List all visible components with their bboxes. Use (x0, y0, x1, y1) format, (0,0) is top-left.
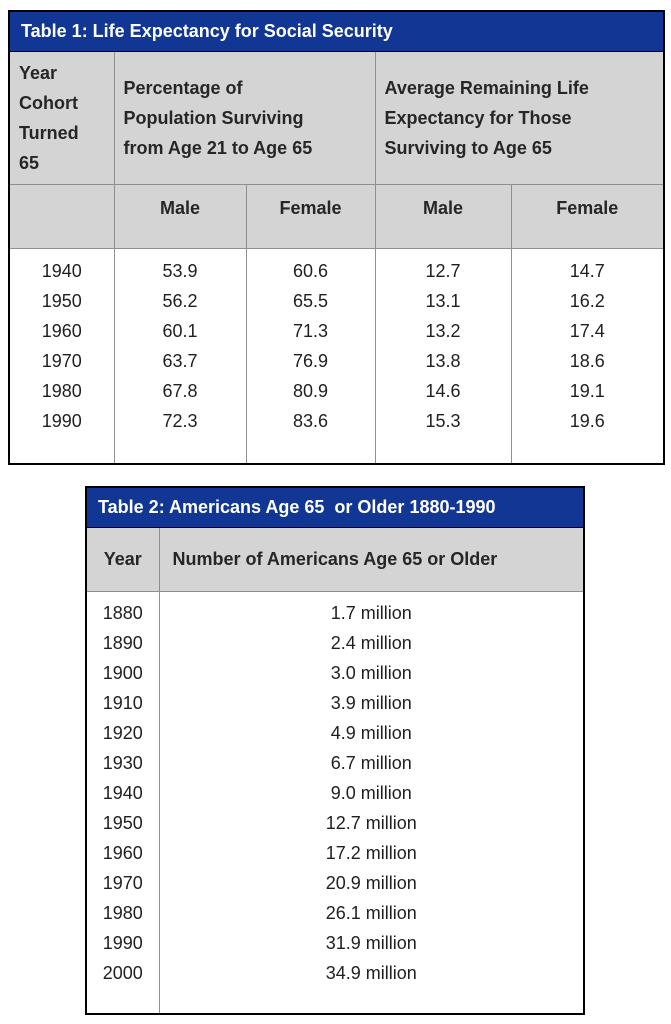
year-cell: 1980 (102, 903, 143, 923)
avg-remaining-header: Average Remaining Life Expectancy for Th… (374, 51, 665, 185)
value-cell: 13.2 (374, 316, 511, 346)
year-cell: 1900 (102, 663, 143, 683)
year-cell: 1960 (102, 843, 143, 863)
year-cell: 1930 (102, 753, 143, 773)
year-cohort-header: Year Cohort Turned 65 (9, 51, 114, 185)
table1-body: 1940 53.9 60.6 12.7 14.7 1950 56.2 65.5 … (9, 248, 665, 464)
year-cell: 1940 (102, 783, 143, 803)
table1-title: Table 1: Life Expectancy for Social Secu… (9, 11, 665, 52)
table-row: 1960 17.2 million (86, 838, 584, 868)
value-cell: 1.7 million (158, 591, 584, 628)
table2-title-bar: Table 2: Americans Age 65 or Older 1880-… (86, 487, 584, 528)
table1-group-header-row: Year Cohort Turned 65 Percentage of Popu… (9, 51, 665, 185)
table-row: 1910 3.9 million (86, 688, 584, 718)
life-expectancy-table: Table 1: Life Expectancy for Social Secu… (8, 10, 666, 465)
value-cell: 65.5 (245, 286, 375, 316)
year-header: Year (86, 527, 159, 592)
table-row: 1930 6.7 million (86, 748, 584, 778)
value-cell: 60.6 (245, 248, 375, 286)
table2-body: 1880 1.7 million 1890 2.4 million 1900 3… (86, 591, 584, 1014)
value-cell: 60.1 (113, 316, 246, 346)
value-cell: 72.3 (113, 406, 246, 436)
value-cell: 2.4 million (158, 628, 584, 658)
value-cell: 6.7 million (158, 748, 584, 778)
value-cell: 3.9 million (158, 688, 584, 718)
pct-surviving-header: Percentage of Population Surviving from … (113, 51, 375, 185)
value-cell: 14.7 (510, 248, 665, 286)
value-cell: 34.9 million (158, 958, 584, 988)
value-cell: 26.1 million (158, 898, 584, 928)
value-cell: 14.6 (374, 376, 511, 406)
value-cell: 12.7 (374, 248, 511, 286)
table-row: 1990 72.3 83.6 15.3 19.6 (9, 406, 665, 436)
pct-male-subheader: Male (113, 184, 246, 249)
value-cell: 3.0 million (158, 658, 584, 688)
year-cell: 1960 (41, 321, 82, 341)
table-row: 1890 2.4 million (86, 628, 584, 658)
spacer-row (9, 436, 665, 464)
value-cell: 4.9 million (158, 718, 584, 748)
year-cell: 1970 (41, 351, 82, 371)
ale-female-subheader: Female (510, 184, 665, 249)
value-cell: 12.7 million (158, 808, 584, 838)
year-cell: 1950 (41, 291, 82, 311)
value-cell: 9.0 million (158, 778, 584, 808)
value-cell: 63.7 (113, 346, 246, 376)
value-cell: 19.1 (510, 376, 665, 406)
number-header: Number of Americans Age 65 or Older (158, 527, 584, 592)
table-row: 1950 56.2 65.5 13.1 16.2 (9, 286, 665, 316)
value-cell: 76.9 (245, 346, 375, 376)
table1-subheader-row: Male Female Male Female (9, 184, 665, 249)
year-cell: 1990 (102, 933, 143, 953)
value-cell: 56.2 (113, 286, 246, 316)
value-cell: 18.6 (510, 346, 665, 376)
value-cell: 71.3 (245, 316, 375, 346)
value-cell: 17.4 (510, 316, 665, 346)
table-row: 1990 31.9 million (86, 928, 584, 958)
table-row: 1920 4.9 million (86, 718, 584, 748)
table-row: 1980 26.1 million (86, 898, 584, 928)
value-cell: 53.9 (113, 248, 246, 286)
value-cell: 19.6 (510, 406, 665, 436)
table-row: 1970 20.9 million (86, 868, 584, 898)
value-cell: 20.9 million (158, 868, 584, 898)
value-cell: 17.2 million (158, 838, 584, 868)
year-cell: 1970 (102, 873, 143, 893)
year-cell: 1910 (102, 693, 143, 713)
value-cell: 31.9 million (158, 928, 584, 958)
table-row: 2000 34.9 million (86, 958, 584, 988)
year-cell: 1940 (41, 261, 82, 281)
value-cell: 16.2 (510, 286, 665, 316)
ale-male-subheader: Male (374, 184, 511, 249)
year-cell: 1890 (102, 633, 143, 653)
americans-65-older-table: Table 2: Americans Age 65 or Older 1880-… (85, 486, 585, 1015)
year-cell: 1950 (102, 813, 143, 833)
table-row: 1970 63.7 76.9 13.8 18.6 (9, 346, 665, 376)
spacer-row (86, 988, 584, 1014)
value-cell: 13.8 (374, 346, 511, 376)
value-cell: 13.1 (374, 286, 511, 316)
table-row: 1900 3.0 million (86, 658, 584, 688)
empty-header-cell (9, 184, 114, 249)
table-row: 1960 60.1 71.3 13.2 17.4 (9, 316, 665, 346)
table1-title-bar: Table 1: Life Expectancy for Social Secu… (9, 11, 665, 52)
table-row: 1950 12.7 million (86, 808, 584, 838)
table-row: 1980 67.8 80.9 14.6 19.1 (9, 376, 665, 406)
value-cell: 83.6 (245, 406, 375, 436)
table-row: 1880 1.7 million (86, 591, 584, 628)
value-cell: 15.3 (374, 406, 511, 436)
table2-title: Table 2: Americans Age 65 or Older 1880-… (86, 487, 584, 528)
table-row: 1940 9.0 million (86, 778, 584, 808)
table2-header-row: Year Number of Americans Age 65 or Older (86, 527, 584, 592)
year-cell: 1920 (102, 723, 143, 743)
pct-female-subheader: Female (245, 184, 375, 249)
year-cell: 1980 (41, 381, 82, 401)
value-cell: 80.9 (245, 376, 375, 406)
year-cell: 1990 (41, 411, 82, 431)
value-cell: 67.8 (113, 376, 246, 406)
year-cell: 1880 (102, 603, 143, 623)
table-row: 1940 53.9 60.6 12.7 14.7 (9, 248, 665, 286)
year-cell: 2000 (102, 963, 143, 983)
